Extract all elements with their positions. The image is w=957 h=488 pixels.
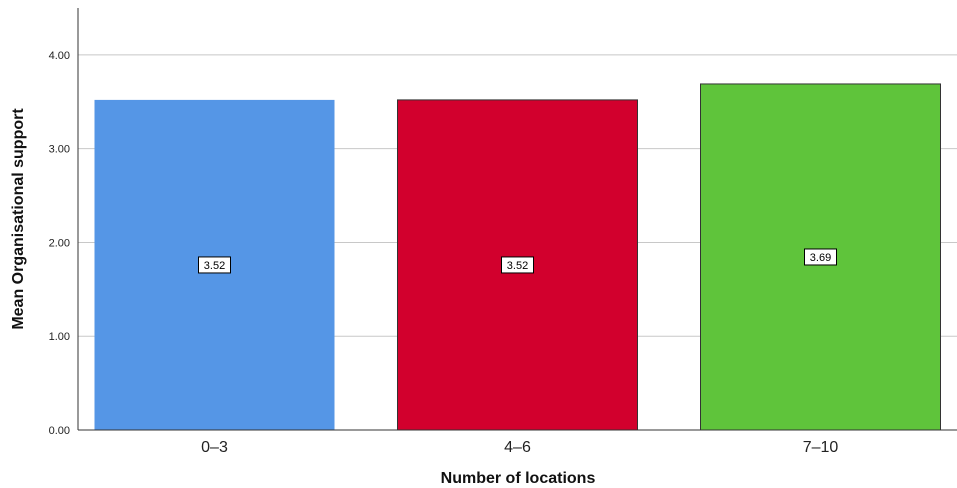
y-tick-label: 2.00	[49, 237, 70, 249]
data-label: 3.52	[198, 256, 231, 274]
data-label-text: 3.69	[810, 252, 831, 264]
data-labels: 3.52 3.52 3.69	[198, 248, 837, 274]
data-label-box	[804, 248, 837, 266]
data-label: 3.69	[804, 248, 837, 266]
data-label-text: 3.52	[204, 260, 225, 272]
x-tick-label: 7–10	[803, 439, 839, 456]
x-axis-title: Number of locations	[441, 470, 596, 487]
data-label-box	[501, 256, 534, 274]
data-label: 3.52	[501, 256, 534, 274]
data-label-text: 3.52	[507, 260, 528, 272]
y-axis-title: Mean Organisational support	[10, 108, 27, 330]
y-tick-label: 3.00	[49, 144, 70, 156]
y-tick-label: 4.00	[49, 50, 70, 62]
x-tick-label: 4–6	[504, 439, 531, 456]
x-tick-label: 0–3	[201, 439, 228, 456]
data-label-box	[198, 256, 231, 274]
axes: 0.00 1.00 2.00 3.00 4.00 0–3 4–6 7–10	[49, 8, 957, 456]
y-tick-label: 0.00	[49, 425, 70, 437]
y-tick-label: 1.00	[49, 331, 70, 343]
